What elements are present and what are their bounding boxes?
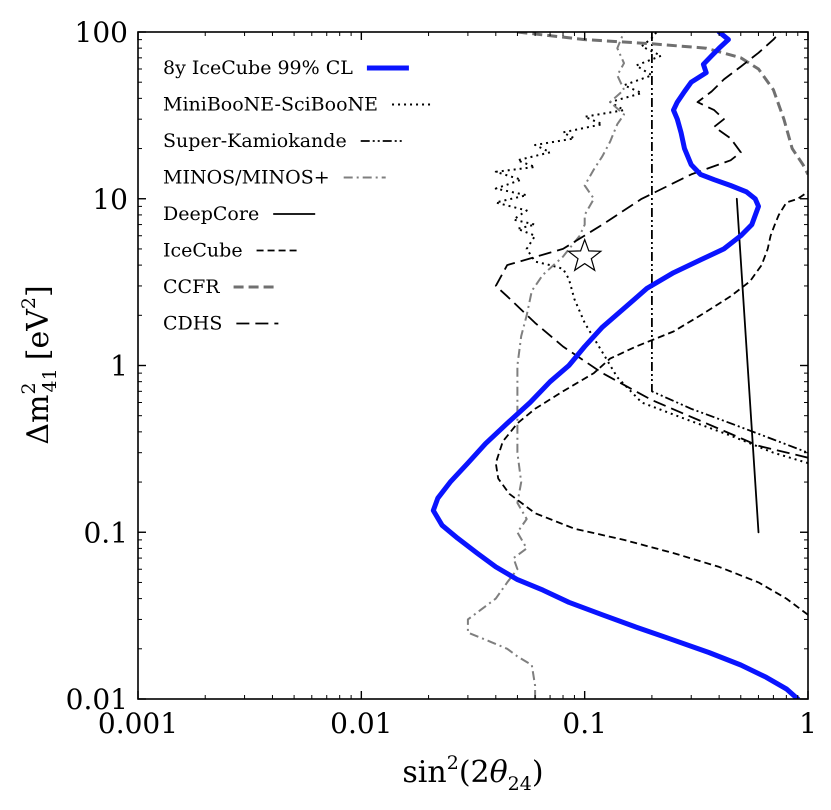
legend-label-8y-icecube-99-cl: 8y IceCube 99% CL: [163, 57, 353, 79]
y-tick-label: 0.01: [66, 683, 128, 716]
legend-label-super-kamiokande: Super-Kamiokande: [163, 130, 347, 152]
x-tick-label: 0.001: [98, 707, 178, 740]
series-line-minos-minos: [466, 32, 625, 699]
x-axis-title-sup: 2: [447, 752, 459, 774]
y-axis-title-unit-sup: 2: [18, 297, 40, 309]
marker-layer: [566, 237, 603, 272]
series-line-icecube: [494, 191, 808, 616]
y-axis-title-delta: Δm: [21, 395, 56, 445]
legend-label-icecube: IceCube: [163, 240, 243, 262]
x-axis-title-close: ): [532, 755, 544, 790]
y-tick-label: 10: [92, 183, 128, 216]
x-axis-title-base: sin: [402, 755, 446, 790]
y-axis-title-unit-close: ]: [21, 285, 56, 297]
series-line-miniboone-sciboone: [494, 32, 808, 465]
legend-label-cdhs: CDHS: [163, 313, 222, 335]
best-fit-star: [566, 237, 603, 272]
y-axis-title-sub: 41: [39, 368, 61, 392]
plot-background: [138, 32, 808, 699]
y-axis-title-sup: 2: [18, 382, 40, 394]
series-line-8y-icecube-99-cl: [430, 32, 801, 699]
legend-label-minos-minos: MINOS/MINOS+: [163, 167, 330, 189]
x-axis-title: sin2(2θ24): [402, 752, 543, 795]
legend-label-miniboone-sciboone: MiniBooNE-SciBooNE: [163, 94, 378, 116]
legend: 8y IceCube 99% CL MiniBooNE-SciBooNE Super…: [163, 57, 435, 335]
series-line-ccfr: [517, 32, 808, 176]
x-axis-title-open: (2: [459, 755, 490, 790]
legend-label-deepcore: DeepCore: [163, 203, 259, 225]
series-line-cdhs: [494, 32, 808, 459]
x-tick-label: 1: [799, 707, 817, 740]
x-axis-title-theta: θ: [490, 755, 508, 790]
x-tick-label: 0.01: [330, 707, 392, 740]
series-line-deepcore: [735, 197, 760, 534]
legend-label-ccfr: CCFR: [163, 276, 220, 298]
y-axis-title-unit: [eV: [21, 308, 56, 360]
y-tick-label: 100: [75, 16, 128, 49]
series-layer: [430, 32, 808, 699]
x-tick-label: 0.1: [562, 707, 607, 740]
y-tick-label: 1: [110, 350, 128, 383]
x-axis-title-sub: 24: [508, 773, 532, 795]
y-axis-title: Δm241[eV2]: [18, 285, 61, 444]
y-tick-label: 0.1: [83, 516, 128, 549]
series-line-super-kamiokande: [651, 32, 808, 454]
